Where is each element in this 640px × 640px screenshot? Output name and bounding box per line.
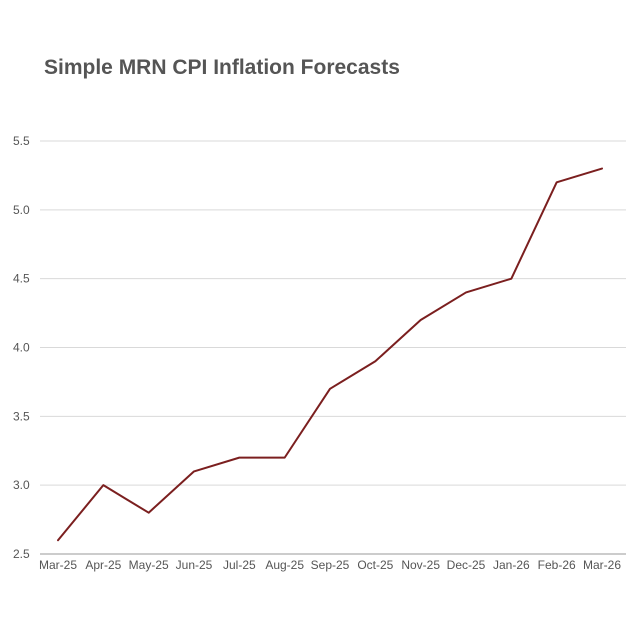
y-tick-label: 4.0 — [13, 341, 30, 355]
x-tick-label: Mar-26 — [583, 558, 621, 572]
x-tick-label: Jul-25 — [223, 558, 256, 572]
y-tick-label: 5.0 — [13, 203, 30, 217]
y-tick-label: 2.5 — [13, 547, 30, 561]
x-tick-label: Dec-25 — [447, 558, 486, 572]
x-tick-label: Nov-25 — [401, 558, 440, 572]
x-axis-tick-labels: Mar-25 Apr-25 May-25 Jun-25 Jul-25 Aug-25 Sep-… — [39, 558, 621, 572]
x-tick-label: Feb-26 — [538, 558, 576, 572]
series-layer — [57, 167, 603, 542]
series-line — [57, 167, 603, 542]
y-axis-tick-labels: 2.5 3.0 3.5 4.0 4.5 5.0 5.5 — [13, 134, 30, 561]
x-tick-label: Apr-25 — [85, 558, 121, 572]
x-tick-label: Jun-25 — [176, 558, 213, 572]
y-tick-label: 4.5 — [13, 272, 30, 286]
y-tick-label: 3.5 — [13, 409, 30, 423]
gridlines — [40, 140, 626, 555]
y-tick-label: 5.5 — [13, 134, 30, 148]
x-tick-label: Oct-25 — [357, 558, 393, 572]
x-tick-label: Aug-25 — [265, 558, 304, 572]
chart-title: Simple MRN CPI Inflation Forecasts — [44, 56, 400, 79]
x-tick-label: Mar-25 — [39, 558, 77, 572]
x-tick-label: May-25 — [129, 558, 169, 572]
x-tick-label: Jan-26 — [493, 558, 530, 572]
y-tick-label: 3.0 — [13, 478, 30, 492]
x-tick-label: Sep-25 — [311, 558, 350, 572]
